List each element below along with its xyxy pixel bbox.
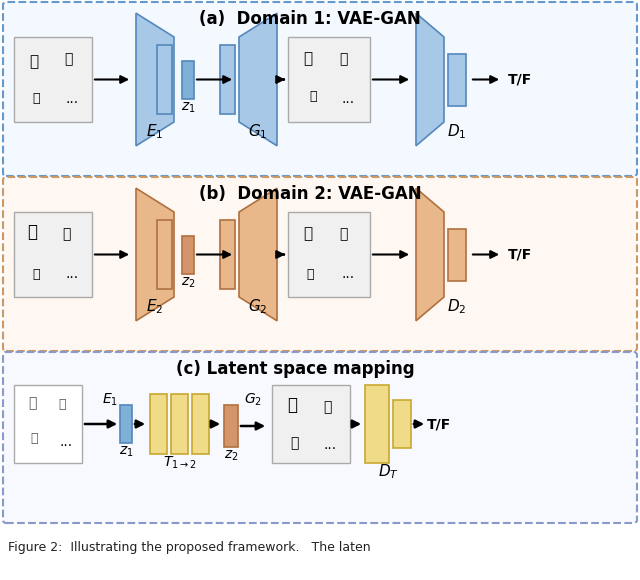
- Text: T/F: T/F: [508, 248, 532, 262]
- Text: $E_1$: $E_1$: [102, 392, 118, 408]
- Bar: [14, 37, 92, 122]
- Text: 👟: 👟: [32, 267, 40, 281]
- Text: Figure 2:  Illustrating the proposed framework.   The laten: Figure 2: Illustrating the proposed fram…: [8, 542, 371, 554]
- Bar: [14, 212, 92, 297]
- Text: 👢: 👢: [339, 52, 347, 66]
- FancyBboxPatch shape: [3, 177, 637, 351]
- Text: ...: ...: [65, 92, 79, 106]
- Text: T/F: T/F: [427, 417, 451, 431]
- Text: $E_1$: $E_1$: [147, 122, 164, 142]
- Polygon shape: [416, 188, 444, 321]
- Text: ...: ...: [60, 435, 72, 449]
- Text: $D_T$: $D_T$: [378, 463, 399, 481]
- Text: 🦵: 🦵: [323, 400, 331, 414]
- Text: 👠: 👠: [290, 436, 298, 450]
- Text: ...: ...: [341, 92, 355, 106]
- Bar: [192, 394, 209, 454]
- Text: ...: ...: [65, 267, 79, 281]
- Bar: [182, 60, 194, 99]
- Text: 👟: 👟: [339, 227, 347, 241]
- Text: 👟: 👟: [307, 267, 314, 281]
- Text: $D_2$: $D_2$: [447, 298, 467, 316]
- Text: 👠: 👠: [309, 90, 317, 103]
- Text: (c) Latent space mapping: (c) Latent space mapping: [176, 360, 414, 378]
- Polygon shape: [136, 188, 174, 321]
- Text: $z_1$: $z_1$: [180, 100, 195, 115]
- Text: T/F: T/F: [508, 72, 532, 86]
- Text: $G_1$: $G_1$: [248, 122, 268, 142]
- Bar: [448, 53, 466, 106]
- Text: 👢: 👢: [64, 52, 72, 66]
- Text: 👟: 👟: [27, 223, 37, 241]
- FancyBboxPatch shape: [3, 352, 637, 523]
- Text: $D_1$: $D_1$: [447, 122, 467, 142]
- Text: (a)  Domain 1: VAE-GAN: (a) Domain 1: VAE-GAN: [199, 10, 421, 28]
- Bar: [220, 220, 236, 289]
- Text: $z_2$: $z_2$: [180, 276, 195, 289]
- Text: 👟: 👟: [28, 396, 36, 410]
- Polygon shape: [416, 13, 444, 146]
- Text: 👟: 👟: [62, 227, 70, 241]
- Text: 👠: 👠: [30, 433, 38, 445]
- Text: 👟: 👟: [303, 227, 312, 241]
- Bar: [157, 45, 172, 114]
- Text: 👟: 👟: [303, 52, 312, 67]
- Bar: [272, 385, 350, 463]
- Text: $G_2$: $G_2$: [244, 392, 262, 408]
- Bar: [224, 405, 238, 447]
- Polygon shape: [239, 188, 277, 321]
- Polygon shape: [239, 13, 277, 146]
- Polygon shape: [136, 13, 174, 146]
- Text: $G_2$: $G_2$: [248, 298, 268, 316]
- Text: (b)  Domain 2: VAE-GAN: (b) Domain 2: VAE-GAN: [198, 185, 421, 203]
- Bar: [365, 385, 389, 463]
- Bar: [171, 394, 188, 454]
- Text: 🦵: 🦵: [58, 398, 66, 411]
- Bar: [14, 385, 82, 463]
- Text: ...: ...: [323, 438, 337, 452]
- Bar: [120, 405, 132, 443]
- Bar: [157, 220, 172, 289]
- FancyBboxPatch shape: [3, 2, 637, 176]
- Text: $z_2$: $z_2$: [224, 449, 238, 463]
- Bar: [220, 45, 236, 114]
- Bar: [393, 400, 411, 448]
- Text: $z_1$: $z_1$: [118, 445, 133, 459]
- Bar: [288, 212, 370, 297]
- Bar: [288, 37, 370, 122]
- Text: 👟: 👟: [29, 55, 38, 70]
- Bar: [182, 235, 194, 274]
- Bar: [448, 229, 466, 281]
- Text: $T_{1\rightarrow2}$: $T_{1\rightarrow2}$: [163, 455, 196, 471]
- Bar: [150, 394, 167, 454]
- Text: $E_2$: $E_2$: [147, 298, 164, 316]
- Text: 👠: 👠: [32, 92, 40, 106]
- Text: 👡: 👡: [287, 396, 297, 414]
- Text: ...: ...: [341, 267, 355, 281]
